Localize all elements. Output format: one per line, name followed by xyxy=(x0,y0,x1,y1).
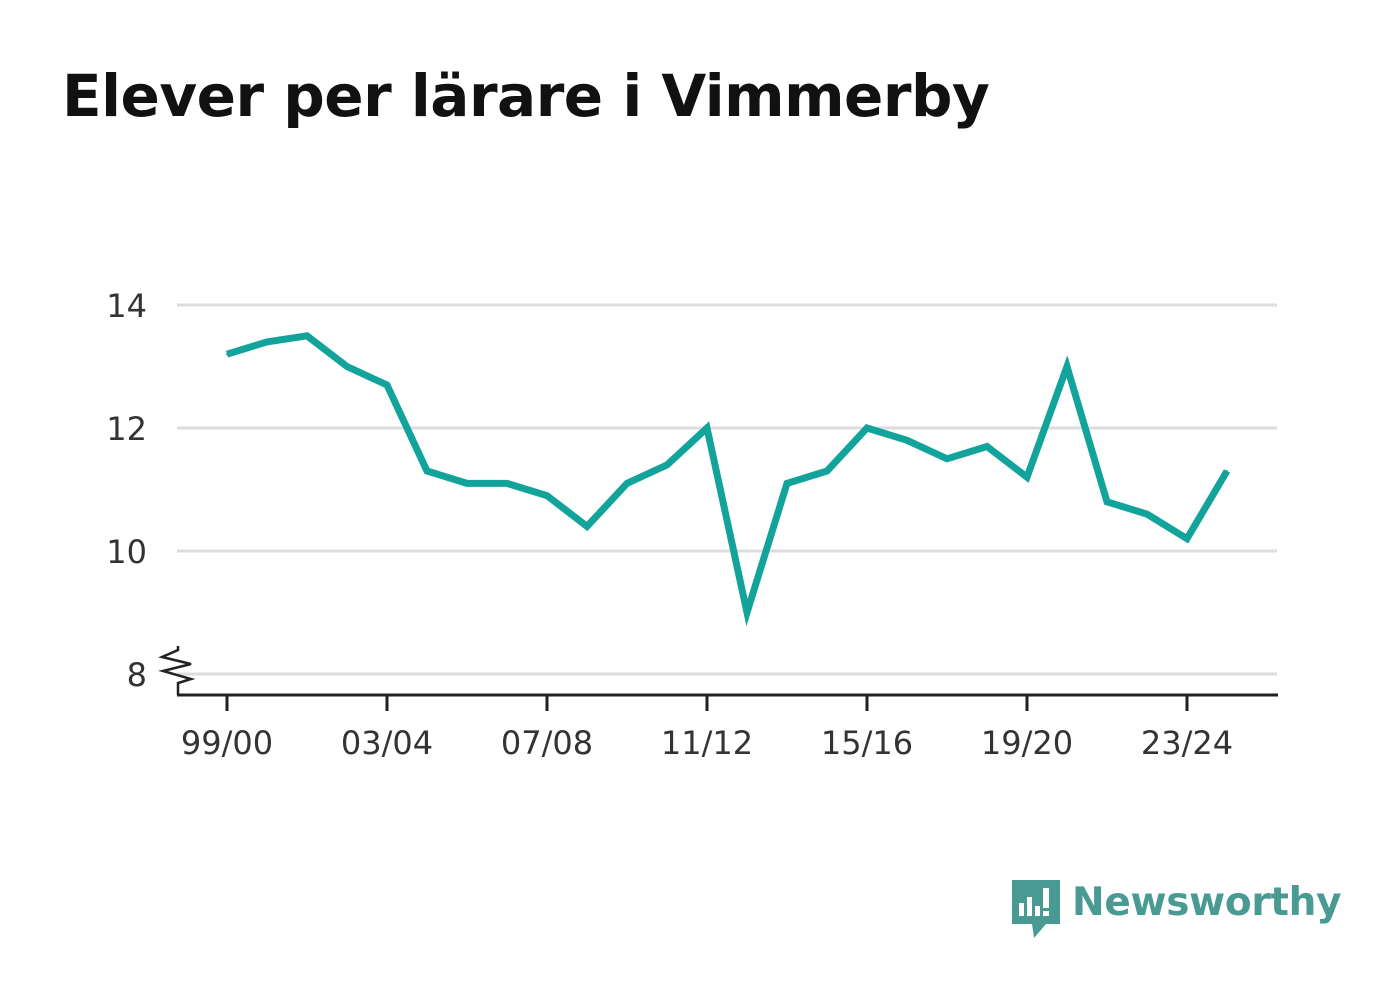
y-axis-break-icon xyxy=(158,646,196,695)
y-tick-label-10: 10 xyxy=(106,533,147,571)
gridlines xyxy=(177,303,1277,676)
data-point-18-19 xyxy=(986,445,988,448)
x-tick-label-03-04: 03/04 xyxy=(341,724,433,762)
data-point-14-15 xyxy=(826,470,828,472)
data-points xyxy=(226,334,1228,614)
data-point-20-21 xyxy=(1066,365,1068,368)
data-point-19-20 xyxy=(1026,476,1028,479)
data-point-24-25 xyxy=(1226,470,1228,472)
data-point-10-11 xyxy=(666,463,668,466)
newsworthy-logo-icon xyxy=(1012,880,1060,938)
x-tick-label-11-12: 11/12 xyxy=(661,724,753,762)
y-tick-label-8: 8 xyxy=(127,656,147,694)
x-tick-label-19-20: 19/20 xyxy=(981,724,1073,762)
data-point-07-08 xyxy=(546,494,548,497)
data-point-13-14 xyxy=(786,482,788,485)
data-point-06-07 xyxy=(506,482,508,485)
brand-name: Newsworthy xyxy=(1072,880,1342,925)
data-point-15-16 xyxy=(866,427,868,429)
data-point-01-02 xyxy=(306,334,308,337)
x-tick-label-23-24: 23/24 xyxy=(1141,724,1233,762)
data-point-11-12 xyxy=(706,427,708,429)
series-line xyxy=(225,332,1231,627)
y-axis-ticks: 8 10 12 14 xyxy=(106,287,147,694)
y-tick-label-14: 14 xyxy=(106,287,147,325)
data-point-17-18 xyxy=(946,457,948,460)
data-point-05-06 xyxy=(466,482,468,485)
y-tick-label-12: 12 xyxy=(106,410,147,448)
brand-logo: Newsworthy xyxy=(1010,878,1342,940)
data-point-22-23 xyxy=(1146,513,1148,516)
data-point-04-05 xyxy=(426,470,428,472)
data-point-21-22 xyxy=(1106,500,1108,503)
x-tick-label-99-00: 99/00 xyxy=(181,724,273,762)
chart-title: Elever per lärare i Vimmerby xyxy=(62,62,990,130)
data-point-12-13 xyxy=(746,611,748,614)
x-axis-ticks: 99/00 03/04 07/08 11/12 15/16 19/20 23/24 xyxy=(181,695,1233,762)
data-point-00-01 xyxy=(266,340,268,343)
data-point-99-00 xyxy=(226,353,228,356)
data-point-02-03 xyxy=(346,365,348,368)
x-tick-label-07-08: 07/08 xyxy=(501,724,593,762)
data-point-09-10 xyxy=(626,482,628,485)
data-point-03-04 xyxy=(386,384,388,386)
data-point-23-24 xyxy=(1186,537,1188,540)
x-tick-label-15-16: 15/16 xyxy=(821,724,913,762)
data-point-08-09 xyxy=(586,525,588,528)
data-point-16-17 xyxy=(906,439,908,442)
